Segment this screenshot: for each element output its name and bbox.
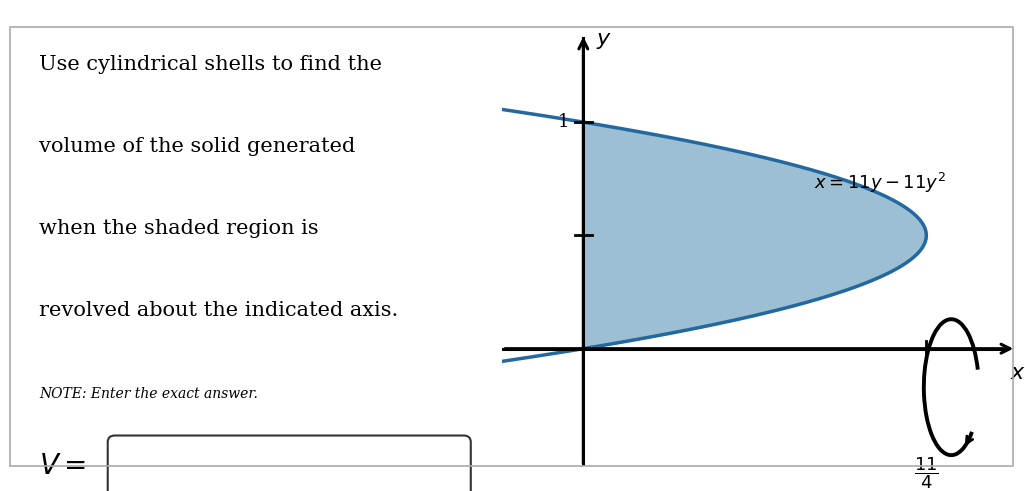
Text: $\dfrac{11}{4}$: $\dfrac{11}{4}$: [914, 455, 939, 491]
Text: $x$: $x$: [1010, 362, 1025, 384]
Text: revolved about the indicated axis.: revolved about the indicated axis.: [39, 300, 399, 320]
Text: volume of the solid generated: volume of the solid generated: [39, 137, 356, 156]
Text: NOTE: Enter the exact answer.: NOTE: Enter the exact answer.: [39, 387, 258, 401]
Text: $V =$: $V =$: [39, 453, 86, 480]
Text: Use cylindrical shells to find the: Use cylindrical shells to find the: [39, 55, 382, 75]
Text: 1: 1: [558, 113, 569, 131]
Text: $x = 11y - 11y^2$: $x = 11y - 11y^2$: [814, 171, 946, 195]
Text: when the shaded region is: when the shaded region is: [39, 219, 319, 238]
FancyBboxPatch shape: [108, 436, 470, 491]
Text: $y$: $y$: [596, 29, 612, 51]
